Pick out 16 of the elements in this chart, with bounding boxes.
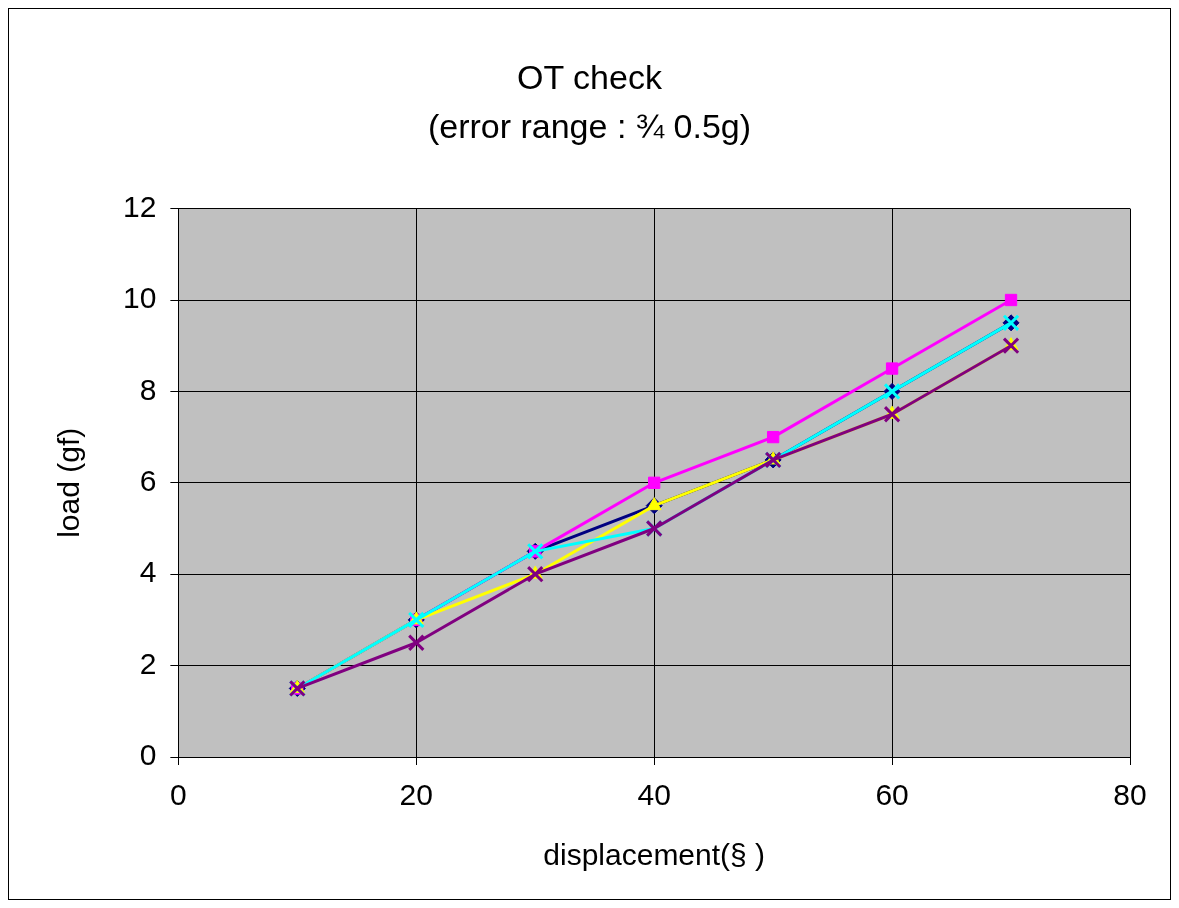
y-tick-label: 6: [139, 464, 157, 498]
chart-subtitle: (error range : ¾ 0.5g): [427, 106, 752, 145]
x-tick-label: 0: [170, 778, 187, 812]
x-tick-label: 60: [875, 778, 909, 812]
y-tick-label: 2: [139, 646, 157, 680]
y-tick-label: 12: [122, 189, 157, 223]
y-tick-label: 10: [122, 281, 157, 315]
y-tick-label: 8: [139, 372, 157, 406]
x-tick-label: 40: [637, 778, 671, 812]
x-tick-label: 20: [399, 778, 433, 812]
y-tick-label: 4: [139, 555, 157, 589]
y-axis-title: load (gf): [52, 427, 86, 538]
x-axis-title: displacement(§ ): [543, 838, 766, 872]
y-tick-label: 0: [139, 738, 157, 772]
chart-title: OT check: [517, 57, 663, 96]
x-tick-label: 80: [1113, 778, 1147, 812]
